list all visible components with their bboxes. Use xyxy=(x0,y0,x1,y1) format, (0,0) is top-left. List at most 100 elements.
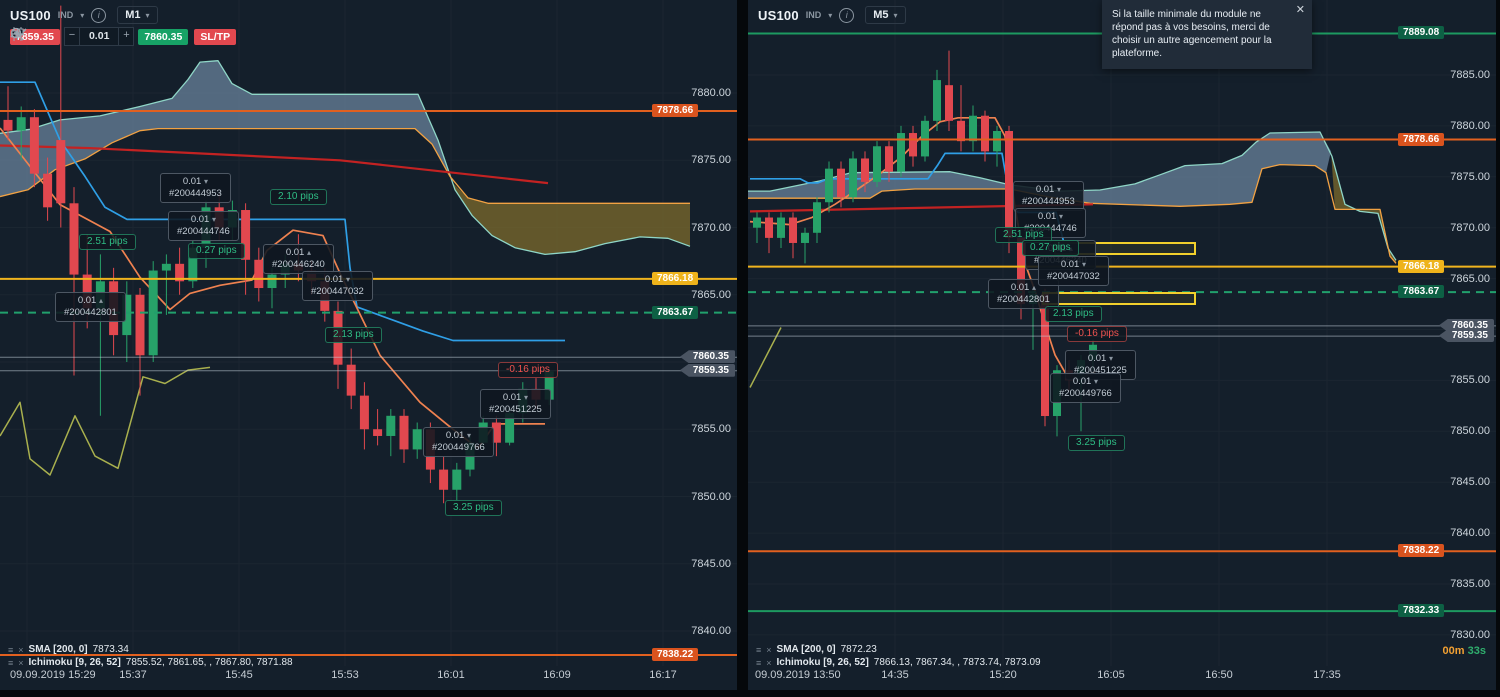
order-label[interactable]: 0.01 ▾ #200444953 xyxy=(1013,181,1084,211)
order-label[interactable]: 0.01 ▾ #200444953 xyxy=(160,173,231,203)
indicator-settings-icon[interactable]: ≡ xyxy=(8,657,14,668)
info-icon[interactable]: i xyxy=(91,7,107,23)
order-label[interactable]: 0.01 ▾ #200447032 xyxy=(1038,256,1109,286)
price-axis-label: 7880.00 xyxy=(691,87,731,99)
candle-body xyxy=(885,146,893,172)
order-quantity: 0.01 ▾ xyxy=(1035,184,1061,195)
indicator-name: Ichimoku [9, 26, 52] xyxy=(776,657,869,668)
indicator-value: 7866.13, 7867.34, , 7873.74, 7873.09 xyxy=(873,657,1041,668)
chikou-line xyxy=(749,327,782,388)
price-axis-label: 7875.00 xyxy=(1450,170,1490,183)
indicator-remove-icon[interactable]: × xyxy=(766,657,772,668)
info-icon[interactable]: i xyxy=(839,7,855,23)
indicator-settings-icon[interactable]: ≡ xyxy=(756,644,762,655)
chart-header-left: US100 IND ▾ i M1 ▾ xyxy=(10,6,158,24)
senkou_a-line xyxy=(748,131,1397,261)
order-direction-icon: ▾ xyxy=(1108,354,1113,363)
candle-body xyxy=(777,217,785,238)
time-axis-label: 15:37 xyxy=(119,669,147,681)
time-axis-label: 14:35 xyxy=(881,669,909,681)
candle-body xyxy=(813,202,821,233)
order-label[interactable]: 0.01 ▾ #200449766 xyxy=(1050,373,1121,403)
indicator-value: 7872.23 xyxy=(840,644,877,655)
order-direction-icon: ▾ xyxy=(523,393,528,402)
candle-body xyxy=(993,130,1001,152)
chart-canvas-left[interactable] xyxy=(0,0,737,690)
toast-close-icon[interactable]: ✕ xyxy=(1295,4,1305,16)
price-axis-label: 7870.00 xyxy=(691,221,731,234)
order-label[interactable]: 0.01 ▾ #200451225 xyxy=(480,389,551,419)
order-direction-icon: ▾ xyxy=(1058,212,1063,221)
quantity-decrease-button[interactable]: − xyxy=(63,27,80,46)
candle-body xyxy=(825,168,833,203)
candle-body xyxy=(43,173,53,208)
ichimoku-cloud-bearish xyxy=(453,183,690,255)
indicator-name: SMA [200, 0] xyxy=(28,644,88,655)
timeframe-selector[interactable]: M1 ▾ xyxy=(117,6,158,24)
candle-body xyxy=(1041,293,1049,417)
order-id: #200444953 xyxy=(169,188,222,199)
candle-body xyxy=(439,469,449,490)
indicator-settings-icon[interactable]: ≡ xyxy=(8,644,14,655)
order-id: #200444746 xyxy=(177,226,230,237)
timeframe-selector[interactable]: M5 ▾ xyxy=(865,6,906,24)
grid xyxy=(748,0,1496,666)
buy-button[interactable]: 7860.35 xyxy=(138,28,189,45)
order-label[interactable]: 0.01 ▾#200444746 xyxy=(168,211,239,241)
indicator-remove-icon[interactable]: × xyxy=(18,644,24,655)
countdown-minutes: 00m xyxy=(1442,645,1465,657)
order-quantity: 0.01 ▾ xyxy=(1087,353,1113,364)
candle-body xyxy=(491,422,501,443)
sltp-button[interactable]: SL/TP xyxy=(194,28,237,45)
time-axis-label: 16:17 xyxy=(649,669,677,681)
candle-body xyxy=(873,146,881,182)
order-id: #200442801 xyxy=(997,294,1050,305)
quantity-increase-button[interactable]: + xyxy=(118,27,135,46)
candle-body xyxy=(373,429,383,436)
level-price-badge: 7838.22 xyxy=(1398,544,1445,558)
symbol-dropdown-caret-icon[interactable]: ▾ xyxy=(80,10,85,20)
level-price-badge: 7863.67 xyxy=(1398,285,1445,299)
time-axis-label: 15:20 xyxy=(989,669,1017,681)
symbol-label: US100 xyxy=(758,7,799,23)
quantity-value[interactable]: 0.01 xyxy=(79,27,119,46)
pips-label: 2.51 pips xyxy=(79,234,136,250)
order-label[interactable]: 0.01 ▴ #200442801 xyxy=(55,292,126,322)
price-axis-label: 7880.00 xyxy=(1450,119,1490,132)
pan-move-icon[interactable] xyxy=(10,27,25,41)
order-id: #200449766 xyxy=(1059,388,1112,399)
indicator-legend-row: ≡ × SMA [200, 0] 7873.34 xyxy=(8,644,129,655)
indicator-settings-icon[interactable]: ≡ xyxy=(756,657,762,668)
time-axis-label: 16:50 xyxy=(1205,669,1233,681)
order-label[interactable]: 0.01 ▾ #200449766 xyxy=(423,427,494,457)
time-axis-date-label: 09.09.2019 13:50 xyxy=(755,669,841,681)
highlight-rectangle[interactable] xyxy=(1042,292,1196,305)
price-axis-label: 7840.00 xyxy=(1450,527,1490,540)
order-label[interactable]: 0.01 ▾ #200447032 xyxy=(302,271,373,301)
order-id: #200446240 xyxy=(272,259,325,270)
order-label[interactable]: 0.01 ▴#200446240 xyxy=(263,244,334,274)
indicator-legend-row: ≡ × Ichimoku [9, 26, 52] 7866.13, 7867.34, … xyxy=(756,657,1041,668)
time-axis-label: 16:09 xyxy=(543,669,571,681)
timeframe-label: M1 xyxy=(125,9,141,21)
candle-body xyxy=(981,115,989,152)
quantity-stepper: − 0.01 + xyxy=(63,27,135,46)
candle-body xyxy=(175,263,185,282)
chart-panel-left: US100 IND ▾ i M1 ▾ 7859.35 − 0.01 + 7860… xyxy=(0,0,737,690)
order-quantity: 0.01 ▾ xyxy=(182,176,208,187)
pips-label: -0.16 pips xyxy=(498,362,558,378)
pips-label: 2.10 pips xyxy=(270,189,327,205)
indicator-remove-icon[interactable]: × xyxy=(18,657,24,668)
order-quantity: 0.01 ▾ xyxy=(502,392,528,403)
indicator-remove-icon[interactable]: × xyxy=(766,644,772,655)
price-axis-label: 7870.00 xyxy=(1450,221,1490,234)
senkou_a-line xyxy=(0,60,691,256)
order-quantity: 0.01 ▾ xyxy=(1037,211,1063,222)
symbol-dropdown-caret-icon[interactable]: ▾ xyxy=(828,10,833,20)
chikou-line xyxy=(0,366,211,476)
price-axis-label: 7845.00 xyxy=(691,557,731,570)
chart-canvas-right[interactable] xyxy=(748,0,1496,690)
current-price-badge: 7860.35 xyxy=(1438,318,1494,332)
senkou_b-line xyxy=(748,163,1397,264)
